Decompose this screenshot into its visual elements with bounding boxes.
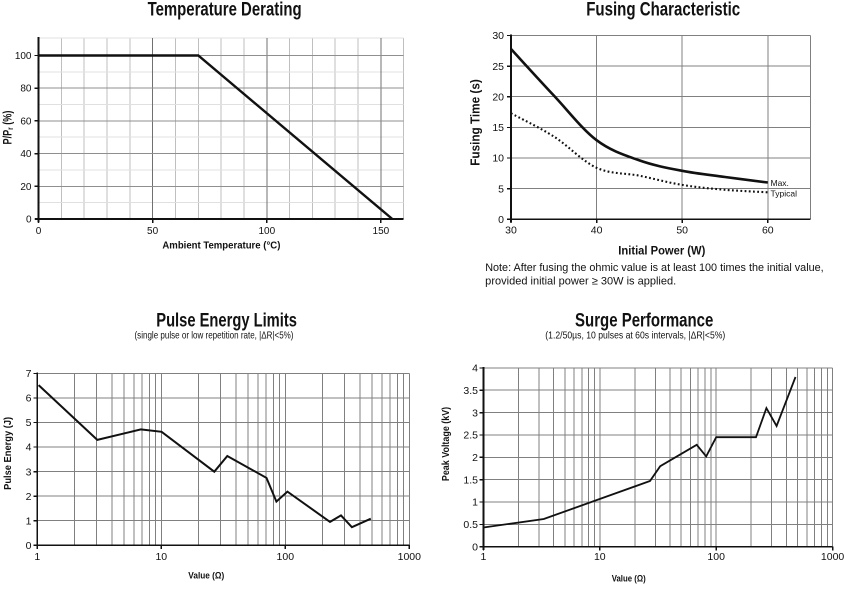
svg-text:30: 30 <box>505 225 517 237</box>
svg-text:2.5: 2.5 <box>463 430 478 442</box>
svg-text:Fusing Time (s): Fusing Time (s) <box>468 79 483 166</box>
svg-text:(1.2/50µs, 10 pulses at 60s in: (1.2/50µs, 10 pulses at 60s intervals, |… <box>545 330 725 342</box>
svg-text:4: 4 <box>26 442 32 454</box>
svg-text:0: 0 <box>498 214 504 226</box>
svg-text:40: 40 <box>20 149 32 160</box>
svg-text:80: 80 <box>20 84 32 95</box>
svg-text:1.5: 1.5 <box>463 474 478 486</box>
svg-text:60: 60 <box>20 116 32 127</box>
svg-text:25: 25 <box>492 61 504 73</box>
svg-text:10: 10 <box>155 551 167 563</box>
svg-text:7: 7 <box>26 368 32 380</box>
svg-text:6: 6 <box>26 393 32 405</box>
svg-text:Pulse Energy Limits: Pulse Energy Limits <box>156 311 297 332</box>
svg-text:50: 50 <box>147 226 159 237</box>
svg-text:0: 0 <box>36 226 42 237</box>
svg-text:100: 100 <box>277 551 295 563</box>
svg-text:1: 1 <box>472 497 478 509</box>
svg-text:20: 20 <box>492 91 504 103</box>
svg-text:Fusing Characteristic: Fusing Characteristic <box>586 0 740 21</box>
svg-text:1000: 1000 <box>821 551 844 563</box>
svg-text:100: 100 <box>15 51 32 62</box>
svg-text:4: 4 <box>472 363 478 375</box>
svg-text:Value (Ω): Value (Ω) <box>612 574 646 584</box>
svg-text:50: 50 <box>676 225 688 237</box>
svg-text:provided initial power ≥ 30W i: provided initial power ≥ 30W is applied. <box>485 276 676 288</box>
svg-text:P/Pr (%): P/Pr (%) <box>1 111 16 145</box>
svg-text:100: 100 <box>258 226 275 237</box>
svg-text:3: 3 <box>472 407 478 419</box>
svg-text:Surge Performance: Surge Performance <box>575 310 713 331</box>
svg-text:10: 10 <box>492 153 504 165</box>
svg-text:1: 1 <box>26 515 32 527</box>
svg-text:Temperature Derating: Temperature Derating <box>148 0 302 21</box>
svg-text:1: 1 <box>34 551 40 563</box>
svg-text:Ambient Temperature (°C): Ambient Temperature (°C) <box>162 241 280 252</box>
svg-text:10: 10 <box>594 551 606 563</box>
svg-text:2: 2 <box>26 491 32 503</box>
svg-text:1000: 1000 <box>398 551 422 563</box>
svg-text:Pulse Energy (J): Pulse Energy (J) <box>3 417 14 490</box>
svg-text:0: 0 <box>26 540 32 552</box>
svg-text:Initial Power (W): Initial Power (W) <box>618 246 705 258</box>
svg-text:30: 30 <box>492 30 504 42</box>
svg-text:Note: After fusing the ohmic v: Note: After fusing the ohmic value is at… <box>485 262 824 274</box>
svg-text:(single pulse or low repetitio: (single pulse or low repetition rate, |Δ… <box>135 329 294 341</box>
svg-text:3.5: 3.5 <box>463 385 478 397</box>
svg-text:0: 0 <box>472 541 478 553</box>
svg-text:100: 100 <box>707 551 725 563</box>
svg-text:60: 60 <box>762 225 774 237</box>
svg-text:40: 40 <box>591 225 603 237</box>
svg-text:0: 0 <box>26 215 32 226</box>
svg-text:Value (Ω): Value (Ω) <box>188 571 224 581</box>
svg-text:Max.: Max. <box>771 178 789 188</box>
svg-text:Peak Voltage (kV): Peak Voltage (kV) <box>441 407 452 481</box>
svg-text:2: 2 <box>472 452 478 464</box>
svg-text:3: 3 <box>26 466 32 478</box>
svg-text:5: 5 <box>498 183 504 195</box>
svg-text:15: 15 <box>492 122 504 134</box>
svg-text:20: 20 <box>20 182 32 193</box>
svg-text:150: 150 <box>373 226 390 237</box>
svg-text:Typical: Typical <box>771 188 798 198</box>
svg-text:0.5: 0.5 <box>463 519 478 531</box>
svg-text:5: 5 <box>26 417 32 429</box>
svg-text:1: 1 <box>480 551 486 563</box>
